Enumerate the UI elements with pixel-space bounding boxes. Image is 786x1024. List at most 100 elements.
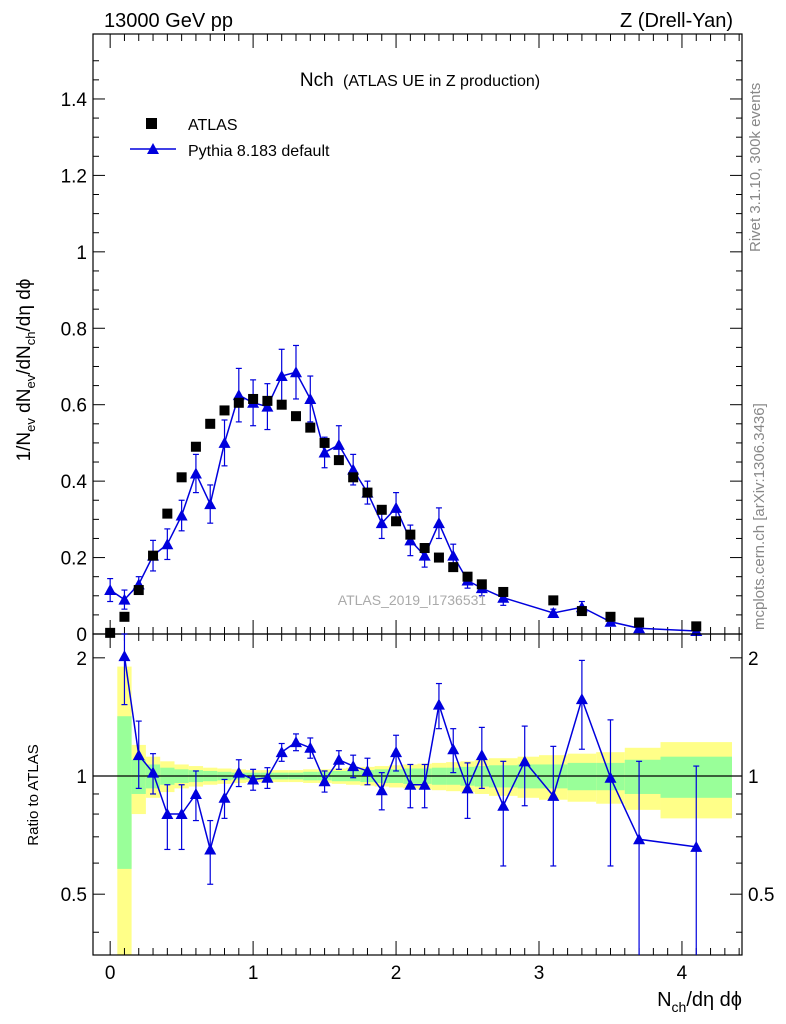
pythia-point [232, 389, 245, 401]
atlas-point [476, 579, 487, 590]
ratio-pythia-point [132, 749, 145, 761]
ratio-pythia-point [218, 791, 231, 803]
ratio-pythia-point [475, 749, 488, 761]
ratio-y-tick-label-right: 2 [748, 649, 759, 670]
x-tick-label: 3 [534, 963, 545, 984]
y-tick-label: 0.6 [61, 396, 87, 417]
atlas-point [576, 606, 587, 617]
main-plot: 0 0.2 0.4 0.6 0.8 1 1.2 1.4 [61, 33, 743, 646]
pythia-point [175, 509, 188, 521]
header-left: 13000 GeV pp [104, 10, 233, 32]
atlas-point [319, 437, 330, 448]
ratio-pythia-point [404, 778, 417, 790]
atlas-point [105, 627, 116, 638]
atlas-point [148, 550, 159, 561]
pythia-point [189, 467, 202, 479]
atlas-point [433, 552, 444, 563]
atlas-point [233, 397, 244, 408]
atlas-point [190, 441, 201, 452]
ratio-pythia-point [147, 766, 160, 778]
atlas-point [219, 405, 230, 416]
ratio-pythia-point [232, 766, 245, 778]
pythia-point [375, 517, 388, 529]
ratio-pythia-point [518, 755, 531, 767]
ratio-pythia-point [390, 746, 403, 758]
y-tick-label: 1.2 [61, 166, 87, 187]
ratio-pythia-point [118, 650, 131, 662]
pythia-point [332, 438, 345, 450]
atlas-point [605, 611, 616, 622]
ratio-pythia-point [261, 771, 274, 783]
ratio-plot: 0 1 2 3 4 0.5 0.5 1 1 2 2 [61, 633, 774, 984]
atlas-point [162, 508, 173, 519]
legend-atlas-label: ATLAS [188, 117, 238, 134]
y-tick-label: 1.4 [61, 90, 88, 111]
atlas-point [262, 395, 273, 406]
ratio-y-tick-label: 0.5 [61, 885, 87, 906]
pythia-point [304, 392, 317, 404]
atlas-point [498, 586, 509, 597]
pythia-point [161, 538, 174, 550]
y-tick-label: 0.4 [61, 472, 88, 493]
atlas-point [419, 543, 430, 554]
y-tick-label: 0.8 [61, 319, 87, 340]
x-tick-label: 4 [677, 963, 688, 984]
pythia-point [633, 622, 646, 634]
ratio-pythia-point [447, 743, 460, 755]
ratio-ylabel: Ratio to ATLAS [25, 744, 42, 845]
atlas-point [305, 422, 316, 433]
ratio-pythia-point [418, 778, 431, 790]
ratio-frame [92, 633, 743, 956]
ratio-pythia-point [361, 764, 374, 776]
ratio-y-tick-label: 2 [76, 649, 87, 670]
pythia-point [275, 370, 288, 382]
plot-title: Nch (ATLAS UE in Z production) [300, 70, 540, 91]
ratio-pythia-point [633, 833, 646, 845]
atlas-point [119, 611, 130, 622]
ratio-pythia-point [604, 771, 617, 783]
pythia-point [289, 366, 302, 378]
ratio-pythia-point [318, 775, 331, 787]
ratio-pythia-point [547, 789, 560, 801]
ratio-pythia-point [204, 843, 217, 855]
pythia-point [418, 549, 431, 561]
atlas-point [391, 516, 402, 527]
ratio-y-tick-label: 1 [76, 767, 87, 788]
ratio-pythia-point [497, 799, 510, 811]
y-tick-label: 1 [76, 243, 87, 264]
pythia-point [318, 446, 331, 458]
ratio-pythia-point [347, 760, 360, 772]
atlas-point [362, 487, 373, 498]
pythia-point [447, 549, 460, 561]
ratio-pythia-point [575, 693, 588, 705]
pythia-point [497, 591, 510, 603]
atlas-point [462, 571, 473, 582]
watermark: ATLAS_2019_I1736531 [338, 592, 487, 608]
atlas-point [448, 562, 459, 573]
ratio-pythia-point [690, 840, 703, 852]
pythia-point [104, 584, 117, 596]
atlas-point [176, 472, 187, 483]
mcplots-label: mcplots.cern.ch [arXiv:1306.3436] [751, 403, 768, 630]
ratio-pythia-point [161, 808, 174, 820]
legend-atlas-marker [146, 118, 157, 129]
y-tick-label: 0 [76, 625, 87, 646]
x-tick-label: 2 [391, 963, 402, 984]
rivet-label: Rivet 3.1.10, 300k events [747, 83, 764, 252]
x-axis-label: Nch/dη dϕ [657, 989, 742, 1015]
pythia-point [432, 517, 445, 529]
ratio-pythia-point [275, 746, 288, 758]
pythia-point [404, 534, 417, 546]
atlas-point [133, 585, 144, 596]
atlas-point [548, 595, 559, 606]
atlas-point [205, 418, 216, 429]
ratio-pythia-point [375, 784, 388, 796]
header-right: Z (Drell-Yan) [620, 10, 733, 32]
pythia-point [204, 498, 217, 510]
y-tick-label: 0.2 [61, 549, 87, 570]
pythia-point [390, 501, 403, 513]
ratio-band-stat [117, 716, 132, 869]
plot-title-main: Nch [300, 70, 334, 91]
ratio-pythia-point [304, 741, 317, 753]
